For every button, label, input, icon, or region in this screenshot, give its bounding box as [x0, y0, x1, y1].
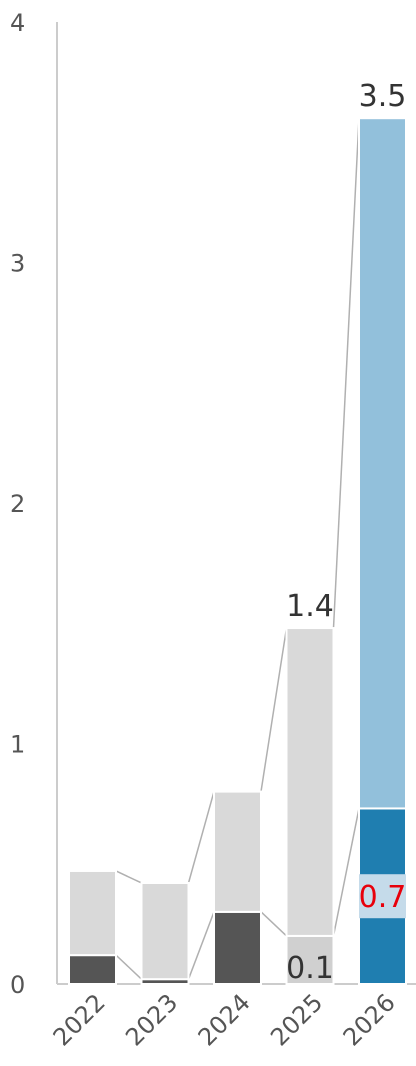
bar-segment-2024-0 — [213, 910, 262, 985]
connector-total — [187, 791, 215, 884]
x-tick-label: 2023 — [120, 988, 183, 1051]
y-tick-label: 3 — [10, 250, 25, 278]
bar-segment-2024-1 — [213, 790, 262, 913]
value-label-2025: 1.4 — [286, 589, 334, 624]
x-tick-labels: 2022 2023 2024 2025 2026 — [48, 988, 401, 1051]
bar-segment-2022-0 — [68, 954, 117, 986]
y-tick-label: 0 — [10, 971, 25, 999]
connector-lines — [115, 118, 360, 980]
connector-base — [187, 911, 215, 980]
bar-segment-2023-1 — [140, 881, 190, 981]
connector-base — [115, 954, 143, 980]
connector-base — [260, 911, 288, 937]
bar-segment-2025-1 — [285, 627, 335, 937]
y-tick-labels: 0 1 2 3 4 — [10, 9, 25, 999]
label-band — [359, 874, 406, 919]
bars — [68, 117, 407, 986]
value-label-2026: 3.5 — [359, 79, 407, 114]
y-tick-label: 4 — [10, 9, 25, 37]
value-labels: 1.4 3.5 0.1 0.7 — [286, 79, 406, 986]
x-tick-label: 2025 — [265, 988, 328, 1051]
y-tick-label: 1 — [10, 731, 25, 759]
x-tick-label: 2022 — [48, 988, 111, 1051]
bar-segment-2026-1 — [358, 117, 407, 810]
connector-total — [332, 118, 360, 629]
bar-segment-2022-1 — [68, 869, 117, 957]
bar-segment-2025-0 — [285, 934, 335, 986]
value-label-2025: 0.1 — [286, 951, 334, 986]
x-tick-label: 2026 — [338, 988, 401, 1051]
connector-total — [115, 870, 142, 884]
value-label-2026: 0.7 — [359, 880, 407, 915]
x-tick-label: 2024 — [193, 988, 256, 1051]
connector-base — [332, 808, 360, 937]
connector-total — [260, 627, 288, 792]
y-tick-label: 2 — [10, 490, 25, 518]
